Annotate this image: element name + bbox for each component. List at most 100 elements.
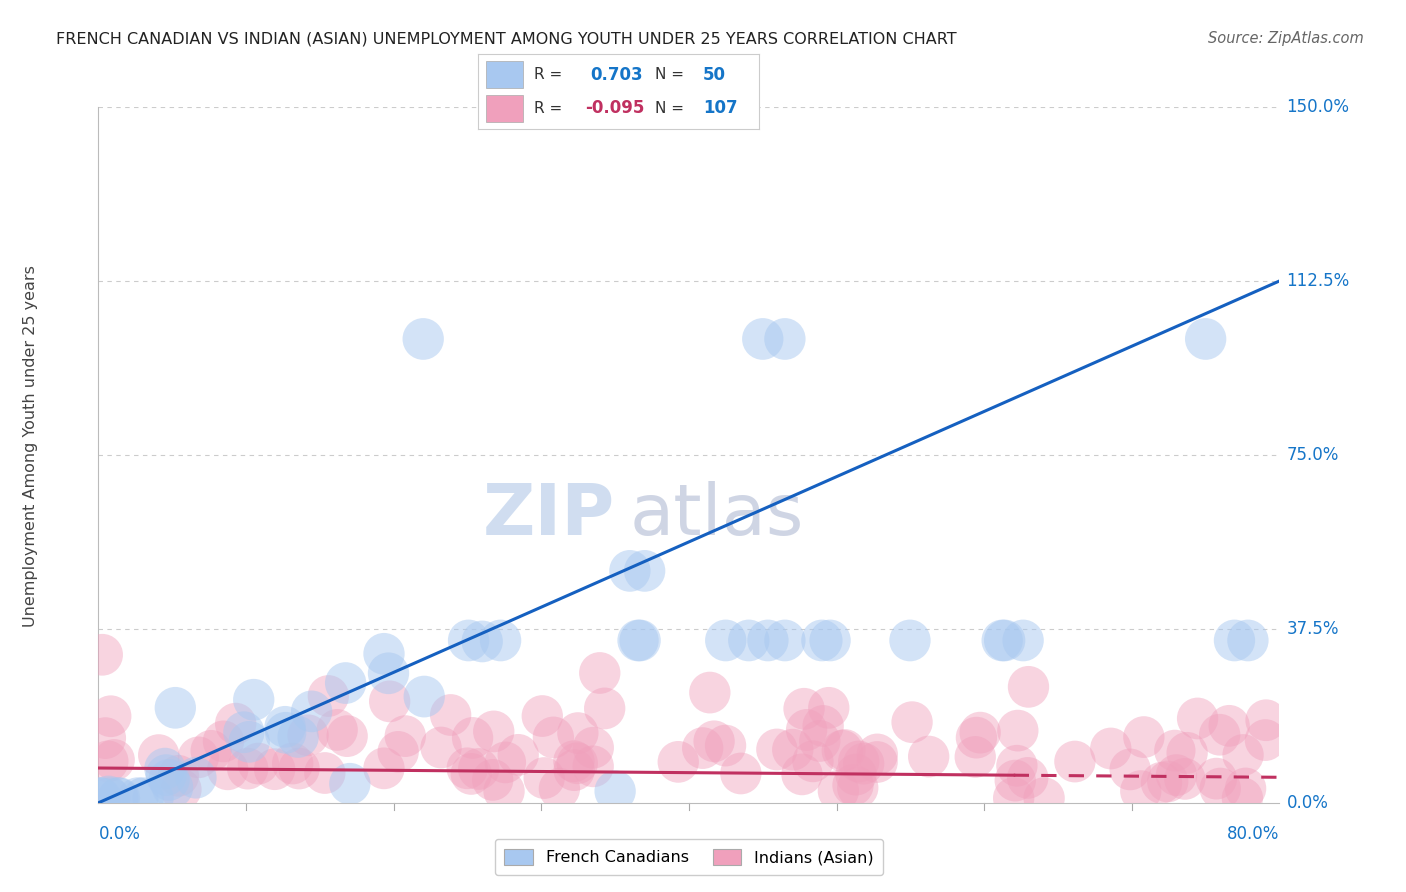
Ellipse shape (908, 736, 949, 778)
Ellipse shape (1244, 719, 1286, 761)
Ellipse shape (553, 740, 595, 782)
Ellipse shape (1123, 716, 1164, 758)
Ellipse shape (1054, 740, 1095, 782)
Ellipse shape (783, 688, 825, 730)
Ellipse shape (808, 687, 849, 729)
Ellipse shape (89, 775, 129, 817)
Text: 0.0%: 0.0% (98, 825, 141, 843)
Ellipse shape (728, 620, 769, 661)
Ellipse shape (291, 690, 332, 732)
Text: ZIP: ZIP (482, 481, 616, 549)
Ellipse shape (160, 769, 201, 810)
Ellipse shape (856, 741, 898, 783)
Ellipse shape (522, 695, 562, 737)
Text: 80.0%: 80.0% (1227, 825, 1279, 843)
Ellipse shape (682, 727, 723, 769)
Ellipse shape (152, 766, 193, 808)
Ellipse shape (955, 736, 995, 778)
Ellipse shape (891, 701, 932, 743)
Ellipse shape (479, 620, 522, 661)
Ellipse shape (155, 687, 195, 729)
Ellipse shape (215, 703, 256, 745)
Ellipse shape (799, 720, 841, 762)
Ellipse shape (146, 755, 187, 796)
Ellipse shape (742, 318, 783, 359)
Text: 37.5%: 37.5% (1286, 620, 1339, 638)
Ellipse shape (693, 721, 735, 762)
Ellipse shape (824, 729, 866, 771)
Ellipse shape (1209, 705, 1250, 747)
Ellipse shape (177, 737, 219, 778)
Ellipse shape (458, 748, 499, 789)
Ellipse shape (1225, 768, 1267, 809)
Ellipse shape (363, 633, 405, 674)
Ellipse shape (325, 662, 367, 704)
Text: 0.703: 0.703 (591, 66, 643, 84)
Ellipse shape (1008, 666, 1049, 707)
Ellipse shape (786, 709, 827, 751)
Ellipse shape (326, 715, 368, 757)
Text: 150.0%: 150.0% (1286, 98, 1350, 116)
Ellipse shape (1156, 755, 1197, 796)
Ellipse shape (1227, 620, 1268, 661)
Ellipse shape (747, 620, 789, 661)
Ellipse shape (704, 724, 747, 766)
Text: R =: R = (534, 67, 562, 82)
Ellipse shape (959, 712, 1001, 754)
Ellipse shape (277, 716, 319, 758)
Ellipse shape (818, 770, 859, 812)
Ellipse shape (1167, 732, 1208, 773)
Ellipse shape (1213, 620, 1256, 661)
Ellipse shape (756, 729, 797, 771)
FancyBboxPatch shape (486, 62, 523, 87)
Ellipse shape (271, 743, 314, 784)
Ellipse shape (329, 763, 370, 805)
Ellipse shape (1185, 318, 1226, 359)
Text: 107: 107 (703, 99, 738, 117)
Ellipse shape (1090, 728, 1132, 770)
Ellipse shape (461, 621, 503, 663)
Ellipse shape (132, 777, 174, 819)
Ellipse shape (450, 753, 492, 795)
Text: 112.5%: 112.5% (1286, 272, 1350, 290)
Ellipse shape (620, 620, 661, 661)
Ellipse shape (1147, 761, 1188, 803)
Ellipse shape (821, 730, 863, 772)
Ellipse shape (572, 727, 614, 769)
Ellipse shape (278, 747, 319, 789)
Ellipse shape (801, 620, 842, 661)
Ellipse shape (368, 681, 411, 723)
Ellipse shape (793, 740, 834, 782)
Text: 50: 50 (703, 66, 725, 84)
Ellipse shape (238, 743, 278, 784)
Ellipse shape (226, 747, 269, 789)
Ellipse shape (224, 711, 264, 753)
Ellipse shape (157, 755, 200, 797)
Ellipse shape (1002, 620, 1043, 661)
Ellipse shape (583, 688, 626, 730)
Ellipse shape (810, 620, 851, 661)
Ellipse shape (87, 740, 128, 782)
Ellipse shape (94, 739, 135, 780)
Ellipse shape (595, 771, 636, 812)
Ellipse shape (772, 729, 814, 771)
Ellipse shape (254, 748, 295, 790)
Text: 0.0%: 0.0% (1286, 794, 1329, 812)
Ellipse shape (557, 712, 599, 754)
Ellipse shape (554, 749, 595, 791)
Ellipse shape (308, 675, 349, 717)
Ellipse shape (82, 634, 122, 675)
Ellipse shape (138, 734, 180, 776)
Ellipse shape (1140, 762, 1182, 804)
Ellipse shape (190, 730, 232, 772)
Ellipse shape (472, 759, 513, 801)
Ellipse shape (207, 748, 249, 790)
Ellipse shape (856, 733, 898, 775)
FancyBboxPatch shape (486, 95, 523, 122)
Ellipse shape (233, 679, 274, 721)
Ellipse shape (1007, 757, 1049, 799)
Ellipse shape (117, 777, 159, 819)
Ellipse shape (420, 727, 461, 768)
Ellipse shape (704, 620, 747, 661)
Ellipse shape (472, 711, 515, 752)
